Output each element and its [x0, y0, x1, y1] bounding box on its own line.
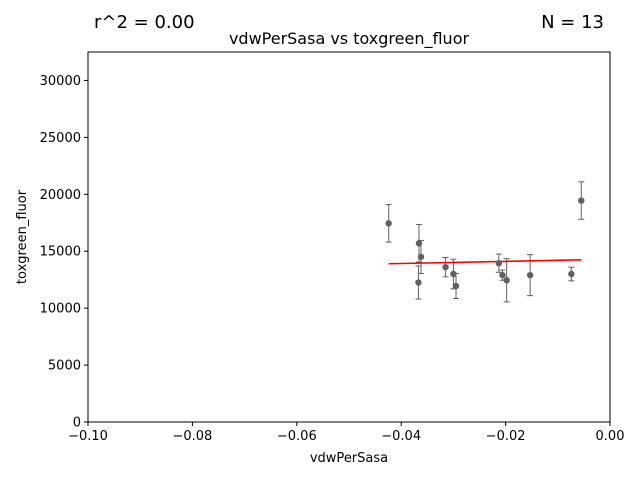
chart-title: vdwPerSasa vs toxgreen_fluor — [229, 29, 470, 49]
regression-line — [388, 258, 582, 265]
data-point — [495, 259, 503, 267]
data-point — [503, 277, 510, 284]
x-tick-label: −0.06 — [277, 429, 317, 444]
y-axis-label: toxgreen_fluor — [15, 189, 30, 284]
x-tick-label: 0.00 — [596, 429, 625, 444]
data-point — [442, 263, 449, 271]
y-tick-label: 20000 — [40, 188, 81, 203]
x-tick-label: −0.08 — [172, 429, 212, 444]
data-point — [450, 270, 457, 278]
data-point — [452, 282, 460, 290]
y-tick-label: 30000 — [40, 74, 81, 89]
y-tick-label: 25000 — [40, 131, 81, 146]
data-point — [385, 220, 392, 227]
y-tick-label: 15000 — [40, 245, 81, 260]
y-tick-label: 10000 — [40, 302, 81, 317]
data-point — [526, 271, 534, 279]
x-axis-label: vdwPerSasa — [310, 451, 388, 466]
plot-frame — [87, 51, 611, 423]
x-ticks: −0.10 −0.08 −0.06 −0.04 −0.02 0.00 — [68, 422, 624, 444]
data-point — [415, 279, 422, 286]
x-tick-label: −0.04 — [381, 429, 421, 444]
data-point — [417, 253, 425, 261]
data-point — [415, 240, 423, 247]
r-squared-label: r^2 = 0.00 — [94, 12, 195, 33]
y-tick-label: 5000 — [48, 359, 81, 374]
x-tick-label: −0.02 — [486, 429, 526, 444]
y-ticks: 0 5000 10000 15000 20000 25000 30000 — [40, 74, 88, 431]
data-point — [499, 271, 506, 279]
data-point — [568, 270, 575, 278]
data-marks — [385, 181, 585, 303]
x-tick-label: −0.10 — [68, 429, 108, 444]
data-point — [578, 197, 585, 204]
sample-count-label: N = 13 — [541, 12, 604, 33]
y-tick-label: 0 — [73, 416, 81, 431]
